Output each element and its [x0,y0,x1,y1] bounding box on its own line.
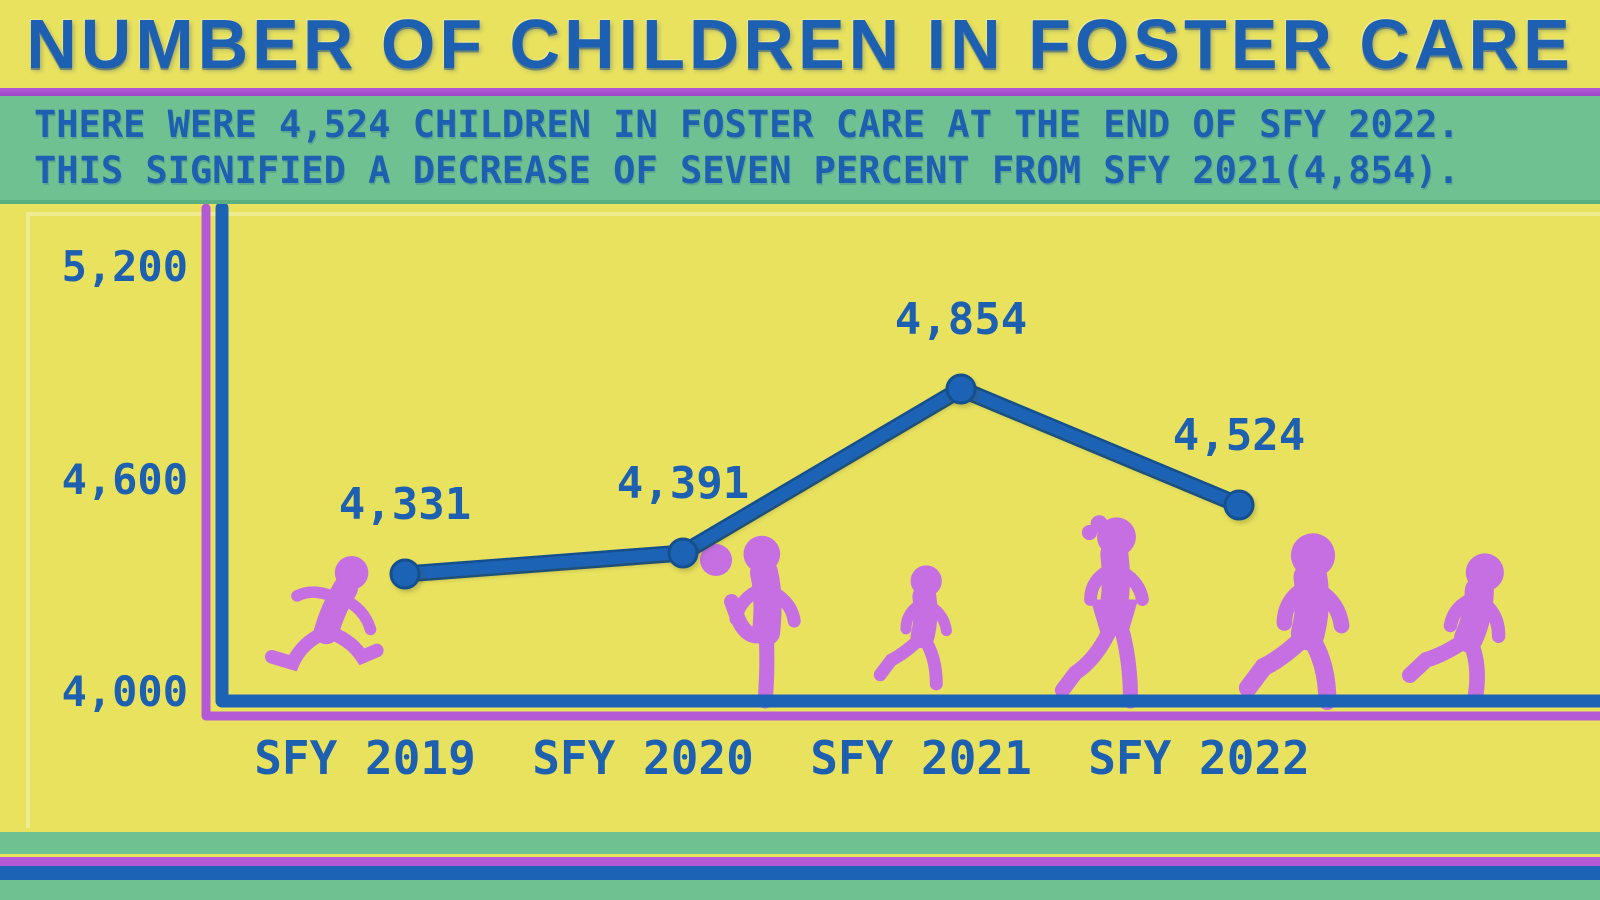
footer-stripe-purple [0,857,1600,866]
axis-accent-line [201,204,1600,721]
footer-stripes [0,832,1600,900]
children-silhouettes [272,515,1513,701]
trend-line [399,383,1245,580]
purple-divider [0,88,1600,96]
summary-line-1: THERE WERE 4,524 CHILDREN IN FOSTER CARE… [34,103,1460,146]
value-label: 4,331 [339,479,471,530]
x-tick-label: SFY 2021 [810,731,1032,785]
soccer-ball-icon [700,544,732,576]
x-tick-label: SFY 2020 [532,731,754,785]
axis-line [215,204,1600,708]
x-tick-label: SFY 2019 [254,731,476,785]
value-label: 4,524 [1173,410,1305,461]
title-banner: NUMBER OF CHILDREN IN FOSTER CARE [0,0,1600,88]
chart-series-layer: 4,331 4,391 4,854 4,524 4,000 4,600 5,200 SFY 2… [62,242,1310,785]
child-running-icon [1248,533,1342,701]
girl-running-icon [1062,515,1142,701]
footer-stripe-yellow [0,854,1600,857]
foster-care-line-chart: 4,331 4,391 4,854 4,524 4,000 4,600 5,200 SFY 2… [62,204,1600,785]
data-point-sfy-2019 [389,558,421,590]
value-label: 4,391 [617,458,749,509]
value-label: 4,854 [895,294,1027,345]
child-jumping-icon [272,556,377,663]
child-running-small-icon [880,565,946,684]
x-tick-label: SFY 2022 [1088,731,1310,785]
summary-banner: THERE WERE 4,524 CHILDREN IN FOSTER CARE… [0,96,1600,204]
data-point-sfy-2021 [945,373,977,405]
chart-area: 4,331 4,391 4,854 4,524 4,000 4,600 5,200 SFY 2… [0,204,1600,832]
footer-stripe-green [0,880,1600,900]
child-kicking-ball-icon [732,536,795,701]
data-point-sfy-2022 [1223,489,1255,521]
y-tick-label: 5,200 [62,242,188,291]
summary-line-2: THIS SIGNIFIED A DECREASE OF SEVEN PERCE… [34,149,1460,192]
data-point-sfy-2020 [667,537,699,569]
y-tick-label: 4,600 [62,455,188,504]
page-title: NUMBER OF CHILDREN IN FOSTER CARE [26,5,1574,83]
y-tick-label: 4,000 [62,667,188,716]
child-skipping-icon [1408,544,1513,700]
footer-stripe-green [0,832,1600,854]
footer-stripe-blue [0,866,1600,880]
